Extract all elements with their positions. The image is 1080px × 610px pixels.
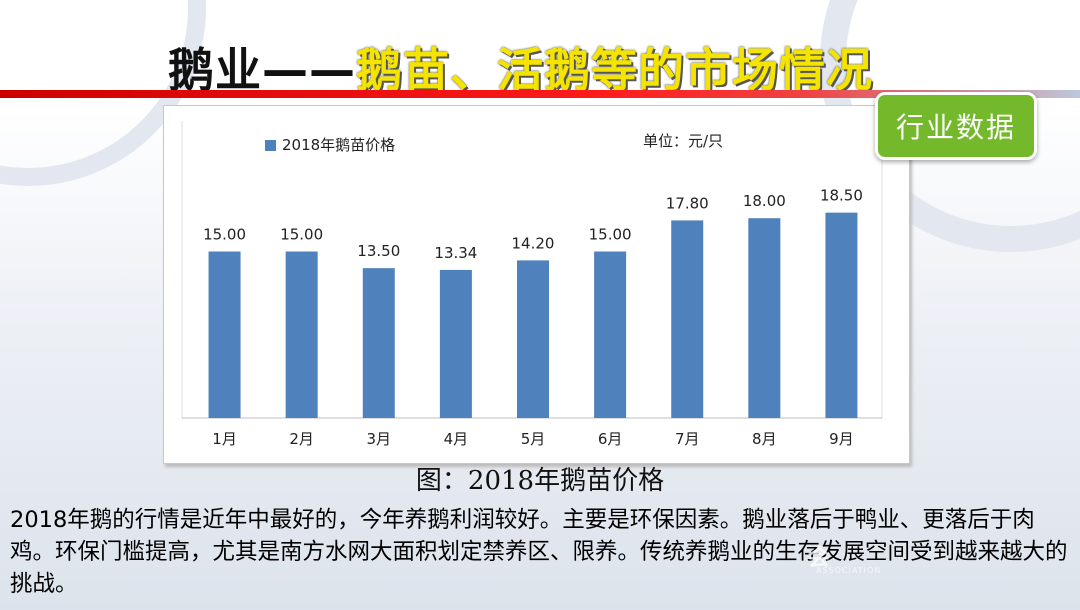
- unit-label: 单位：元/只: [643, 132, 723, 150]
- watermark-logo-text: 会: [808, 546, 839, 571]
- x-tick-label-5: 5月: [521, 430, 546, 448]
- industry-data-badge: 行业数据: [875, 92, 1037, 160]
- title-underline-bar: [0, 90, 1080, 98]
- value-label-8: 18.00: [743, 192, 786, 210]
- chart-caption: 图：2018年鹅苗价格: [415, 466, 665, 496]
- watermark-logo-subtext: ASSOCIATION: [816, 566, 882, 575]
- value-label-9: 18.50: [820, 187, 863, 205]
- x-tick-label-1: 1月: [212, 430, 237, 448]
- x-tick-label-9: 9月: [829, 430, 854, 448]
- slide-title: 鹅业——鹅苗、活鹅等的市场情况: [168, 34, 873, 100]
- x-tick-labels-layer: 1月 2月 3月 4月 5月 6月 7月 8月 9月: [212, 430, 853, 448]
- x-tick-label-4: 4月: [444, 430, 469, 448]
- body-paragraph: 2018年鹅的行情是近年中最好的，今年养鹅利润较好。主要是环保因素。鹅业落后于鸭…: [10, 507, 1068, 597]
- x-tick-label-2: 2月: [289, 430, 314, 448]
- title-highlight: 鹅苗、活鹅等的市场情况: [356, 43, 873, 97]
- chart-frame: 2018年鹅苗价格 单位：元/只 15.00 15.00 13.50 13.34 14.…: [163, 105, 910, 464]
- value-label-3: 13.50: [357, 242, 400, 260]
- x-tick-label-6: 6月: [598, 430, 623, 448]
- value-labels-layer: 15.00 15.00 13.50 13.34 14.20 15.00 17.80 18.00…: [203, 187, 863, 262]
- x-tick-label-7: 7月: [675, 430, 700, 448]
- price-bar-chart: 2018年鹅苗价格 单位：元/只 15.00 15.00 13.50 13.34 14.…: [181, 121, 883, 448]
- bar-9: [825, 212, 858, 418]
- value-label-4: 13.34: [434, 244, 477, 262]
- bar-3: [362, 268, 395, 418]
- bar-2: [285, 251, 318, 418]
- value-label-5: 14.20: [512, 234, 555, 252]
- bar-4: [439, 269, 472, 418]
- bars-layer: [208, 212, 858, 418]
- legend-swatch: [265, 140, 276, 151]
- bar-5: [517, 260, 549, 418]
- bar-6: [594, 251, 627, 418]
- value-label-2: 15.00: [280, 226, 323, 244]
- bar-8: [748, 218, 781, 418]
- bar-7: [671, 220, 704, 418]
- value-label-6: 15.00: [589, 226, 632, 244]
- value-label-7: 17.80: [666, 194, 709, 212]
- bar-1: [208, 251, 241, 418]
- x-tick-label-3: 3月: [367, 430, 392, 448]
- title-prefix: 鹅业——: [168, 43, 356, 97]
- value-label-1: 15.00: [203, 226, 246, 244]
- x-tick-label-8: 8月: [752, 430, 777, 448]
- legend-label: 2018年鹅苗价格: [282, 136, 395, 154]
